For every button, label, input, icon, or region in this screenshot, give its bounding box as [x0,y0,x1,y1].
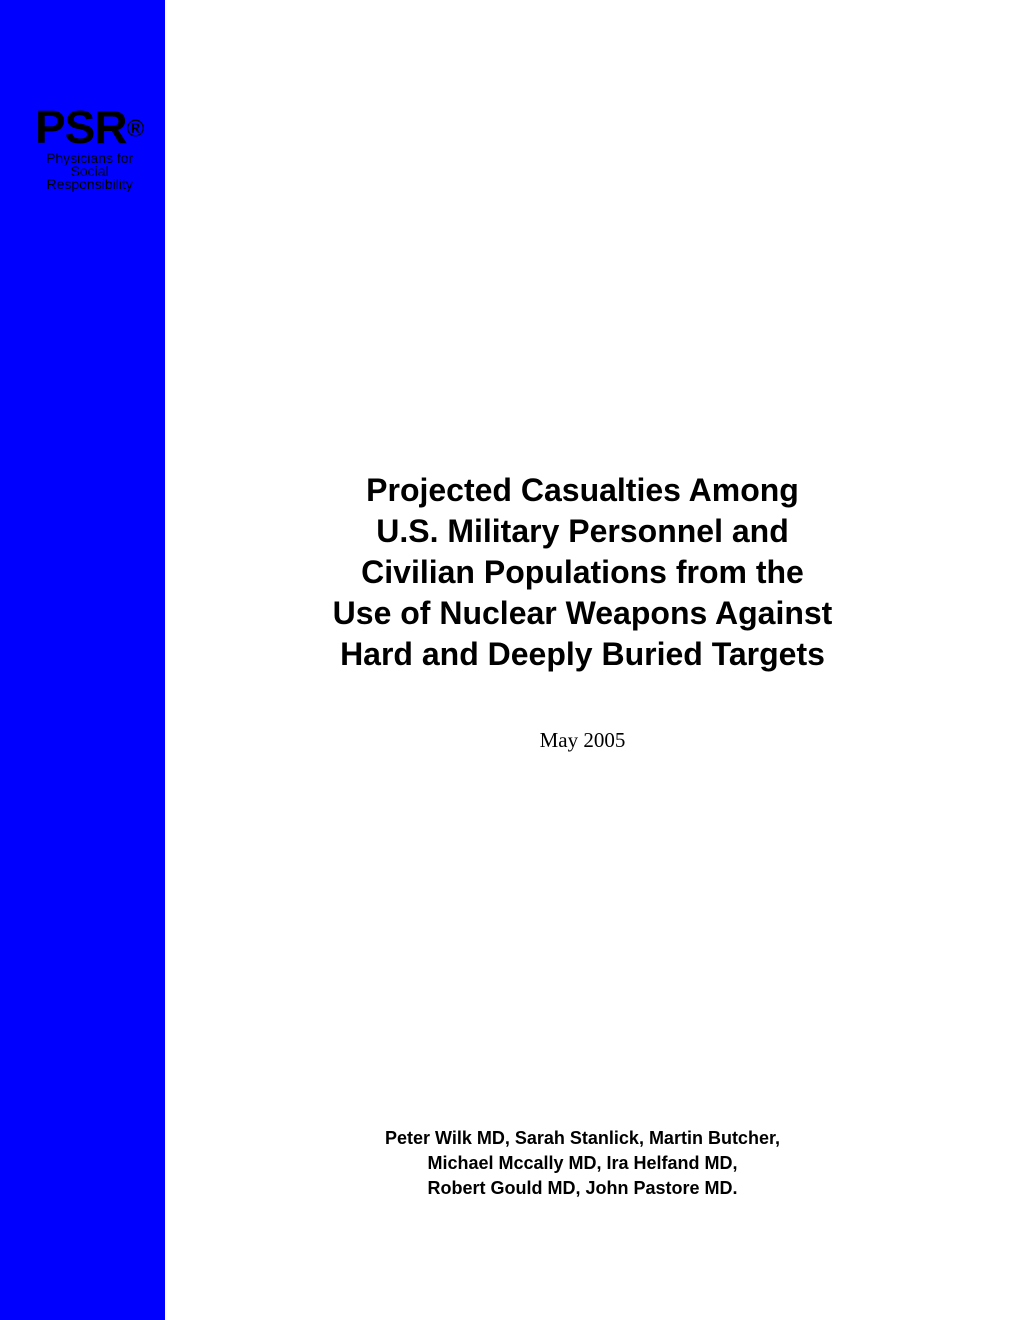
logo-subtitle-line3: Responsibility [35,176,144,193]
logo-block: PSR® Physicians for Social Responsibilit… [35,100,144,192]
logo-acronym: PSR® [35,100,144,154]
date-block: May 2005 [175,728,990,753]
authors-line3: Robert Gould MD, John Pastore MD. [175,1176,990,1201]
authors-block: Peter Wilk MD, Sarah Stanlick, Martin Bu… [175,1126,990,1202]
logo-text: PSR [35,101,127,153]
sidebar-blue-bar [0,0,165,1320]
authors-line1: Peter Wilk MD, Sarah Stanlick, Martin Bu… [175,1126,990,1151]
registered-mark: ® [127,116,145,143]
date-text: May 2005 [540,728,626,752]
title-line3: Civilian Populations from the [175,552,990,593]
title-line5: Hard and Deeply Buried Targets [175,634,990,675]
title-block: Projected Casualties Among U.S. Military… [175,470,990,675]
main-content: PSR® Physicians for Social Responsibilit… [165,0,1020,1320]
title-line4: Use of Nuclear Weapons Against [175,593,990,634]
title-line2: U.S. Military Personnel and [175,511,990,552]
title-line1: Projected Casualties Among [175,470,990,511]
authors-line2: Michael Mccally MD, Ira Helfand MD, [175,1151,990,1176]
